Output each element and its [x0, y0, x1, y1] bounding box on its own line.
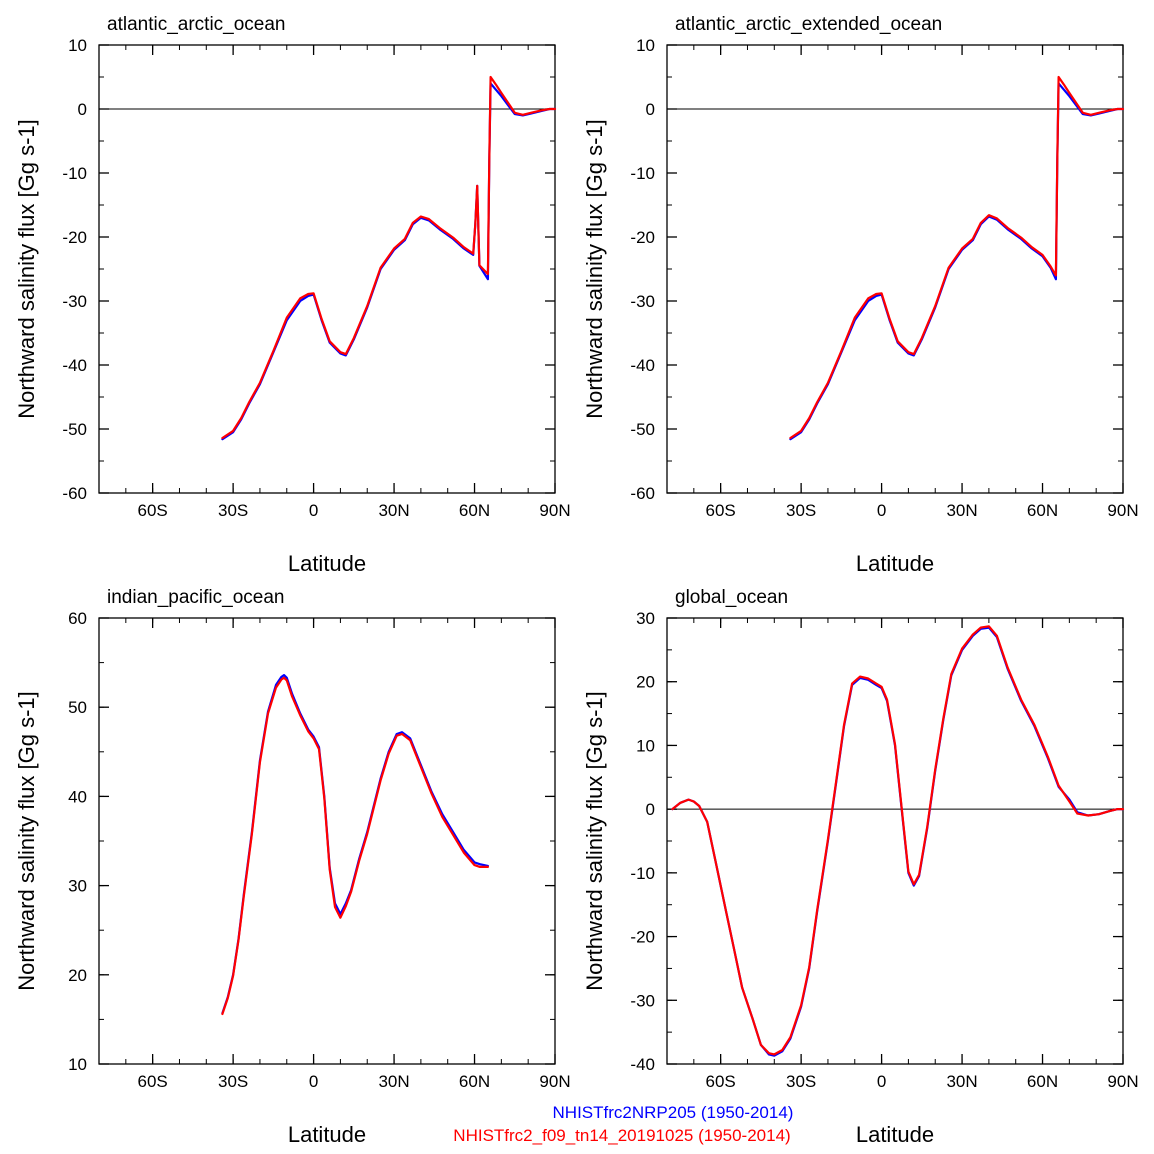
y-tick-label: 10	[636, 36, 655, 55]
x-tick-label: 60S	[706, 1072, 736, 1091]
legend-entry-series-a: NHISTfrc2NRP205 (1950-2014)	[552, 1103, 794, 1122]
x-axis-label: Latitude	[856, 1122, 934, 1147]
y-tick-label: -60	[630, 484, 655, 503]
plot-frame	[666, 617, 1124, 1065]
y-tick-label: 10	[68, 1055, 87, 1074]
x-tick-label: 30N	[378, 1072, 409, 1091]
y-tick-label: -20	[62, 228, 87, 247]
y-tick-label: 30	[68, 877, 87, 896]
y-tick-label: -30	[630, 292, 655, 311]
x-tick-label: 60S	[706, 501, 736, 520]
chart-title: atlantic_arctic_ocean	[107, 14, 286, 35]
y-axis-label: Northward salinity flux [Gg s-1]	[14, 691, 39, 991]
y-tick-label: -30	[630, 991, 655, 1010]
y-tick-label: 0	[78, 100, 87, 119]
y-tick-label: -10	[630, 864, 655, 883]
x-tick-label: 30S	[218, 1072, 248, 1091]
series-line-nrp205	[221, 82, 557, 441]
plot-frame	[666, 44, 1124, 494]
x-axis-label: Latitude	[856, 551, 934, 576]
y-tick-label: 10	[636, 736, 655, 755]
x-tick-label: 60N	[1027, 501, 1058, 520]
x-tick-label: 30S	[218, 501, 248, 520]
y-axis-label: Northward salinity flux [Gg s-1]	[582, 691, 607, 991]
chart-panel-1: 60S 30S 0 30N 60N 90N -60 -50 -40 -30 -20 -10 0 10 atl…	[14, 14, 571, 576]
chart-title: indian_pacific_ocean	[107, 587, 284, 608]
y-tick-label: 60	[68, 609, 87, 628]
x-tick-label: 30N	[946, 1072, 977, 1091]
legend-entry-series-b: NHISTfrc2_f09_tn14_20191025 (1950-2014)	[453, 1126, 791, 1145]
y-tick-label: -30	[62, 292, 87, 311]
y-tick-label: -50	[630, 420, 655, 439]
x-tick-label: 30S	[786, 1072, 816, 1091]
chart-panel-3: 60S 30S 0 30N 60N 90N 10 20 30 40 50 60 indian_pacif…	[14, 587, 571, 1147]
x-tick-label: 90N	[1107, 501, 1138, 520]
y-tick-label: -10	[62, 164, 87, 183]
x-tick-label: 30N	[946, 501, 977, 520]
x-tick-label: 0	[877, 1072, 886, 1091]
x-tick-label: 90N	[539, 501, 570, 520]
y-tick-label: -60	[62, 484, 87, 503]
y-tick-label: 40	[68, 787, 87, 806]
chart-title: atlantic_arctic_extended_ocean	[675, 14, 942, 35]
y-tick-label: 20	[636, 673, 655, 692]
x-tick-label: 60N	[1027, 1072, 1058, 1091]
x-tick-label: 0	[309, 501, 318, 520]
x-tick-label: 60N	[459, 1072, 490, 1091]
y-tick-label: -10	[630, 164, 655, 183]
y-tick-label: -50	[62, 420, 87, 439]
y-axis-label: Northward salinity flux [Gg s-1]	[14, 119, 39, 419]
series-line-f09-tn14	[671, 625, 1125, 1056]
chart-panel-4: 60S 30S 0 30N 60N 90N -40 -30 -20 -10 0 10 20 30 globa…	[582, 587, 1139, 1147]
x-axis-label: Latitude	[288, 551, 366, 576]
y-axis-label: Northward salinity flux [Gg s-1]	[582, 119, 607, 419]
chart-title: global_ocean	[675, 587, 788, 608]
y-tick-label: -20	[630, 928, 655, 947]
y-tick-label: -40	[630, 356, 655, 375]
y-tick-label: 0	[646, 100, 655, 119]
series-line-nrp205	[671, 626, 1125, 1057]
x-tick-label: 90N	[1107, 1072, 1138, 1091]
y-tick-label: 10	[68, 36, 87, 55]
x-tick-label: 60S	[138, 501, 168, 520]
series-line-f09-tn14	[221, 676, 489, 1016]
y-tick-label: 30	[636, 609, 655, 628]
x-tick-label: 0	[877, 501, 886, 520]
series-line-nrp205	[789, 82, 1125, 441]
x-tick-label: 0	[309, 1072, 318, 1091]
x-tick-label: 30S	[786, 501, 816, 520]
x-tick-label: 30N	[378, 501, 409, 520]
x-tick-label: 60S	[138, 1072, 168, 1091]
series-line-nrp205	[221, 673, 489, 1015]
y-tick-label: -40	[630, 1055, 655, 1074]
x-tick-label: 90N	[539, 1072, 570, 1091]
series-line-f09-tn14	[221, 75, 557, 440]
x-axis-label: Latitude	[288, 1122, 366, 1147]
y-tick-label: 20	[68, 966, 87, 985]
y-tick-label: -40	[62, 356, 87, 375]
y-tick-label: -20	[630, 228, 655, 247]
x-tick-label: 60N	[459, 501, 490, 520]
series-line-f09-tn14	[789, 75, 1125, 440]
y-tick-label: 50	[68, 698, 87, 717]
plot-frame	[98, 44, 556, 494]
y-tick-label: 0	[646, 800, 655, 819]
chart-panel-2: 60S 30S 0 30N 60N 90N -60 -50 -40 -30 -20 -10 0 10 atl…	[582, 14, 1139, 576]
